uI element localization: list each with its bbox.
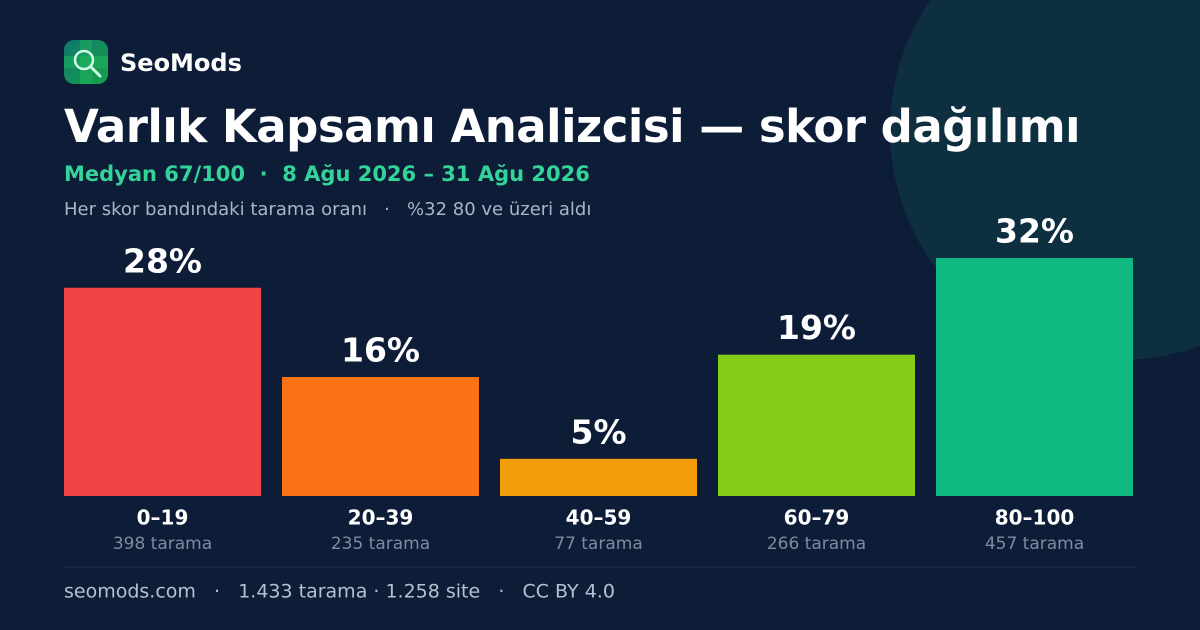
value-label: 28%: [123, 241, 202, 280]
value-label: 5%: [570, 412, 626, 451]
footer: seomods.com · 1.433 tarama · 1.258 site …: [64, 581, 615, 603]
bar: [718, 354, 915, 496]
count-label: 398 tarama: [113, 534, 212, 554]
count-label: 77 tarama: [554, 534, 643, 554]
category-label: 0–19: [137, 506, 189, 530]
category-label: 60–79: [784, 506, 850, 530]
bar: [282, 377, 479, 496]
logo: [64, 40, 108, 84]
chart-title: Varlık Kapsamı Analizcisi — skor dağılım…: [64, 100, 1080, 153]
category-label: 40–59: [566, 506, 632, 530]
count-label: 266 tarama: [767, 534, 866, 554]
bar: [64, 287, 261, 496]
bar: [500, 458, 697, 496]
value-label: 16%: [341, 331, 420, 370]
category-label: 20–39: [348, 506, 414, 530]
note: Her skor bandındaki tarama oranı · %32 8…: [64, 199, 591, 220]
plot: 28% 0–19 398 tarama 16% 20–39 235 tarama 5% 40–…: [64, 212, 1133, 554]
value-label: 32%: [995, 212, 1074, 251]
value-label: 19%: [777, 308, 856, 347]
count-label: 235 tarama: [331, 534, 430, 554]
subtitle: Medyan 67/100 · 8 Ağu 2026 – 31 Ağu 2026: [64, 162, 590, 186]
bar: [936, 258, 1133, 496]
brand: SeoMods: [120, 49, 242, 77]
count-label: 457 tarama: [985, 534, 1084, 554]
category-label: 80–100: [995, 506, 1075, 530]
